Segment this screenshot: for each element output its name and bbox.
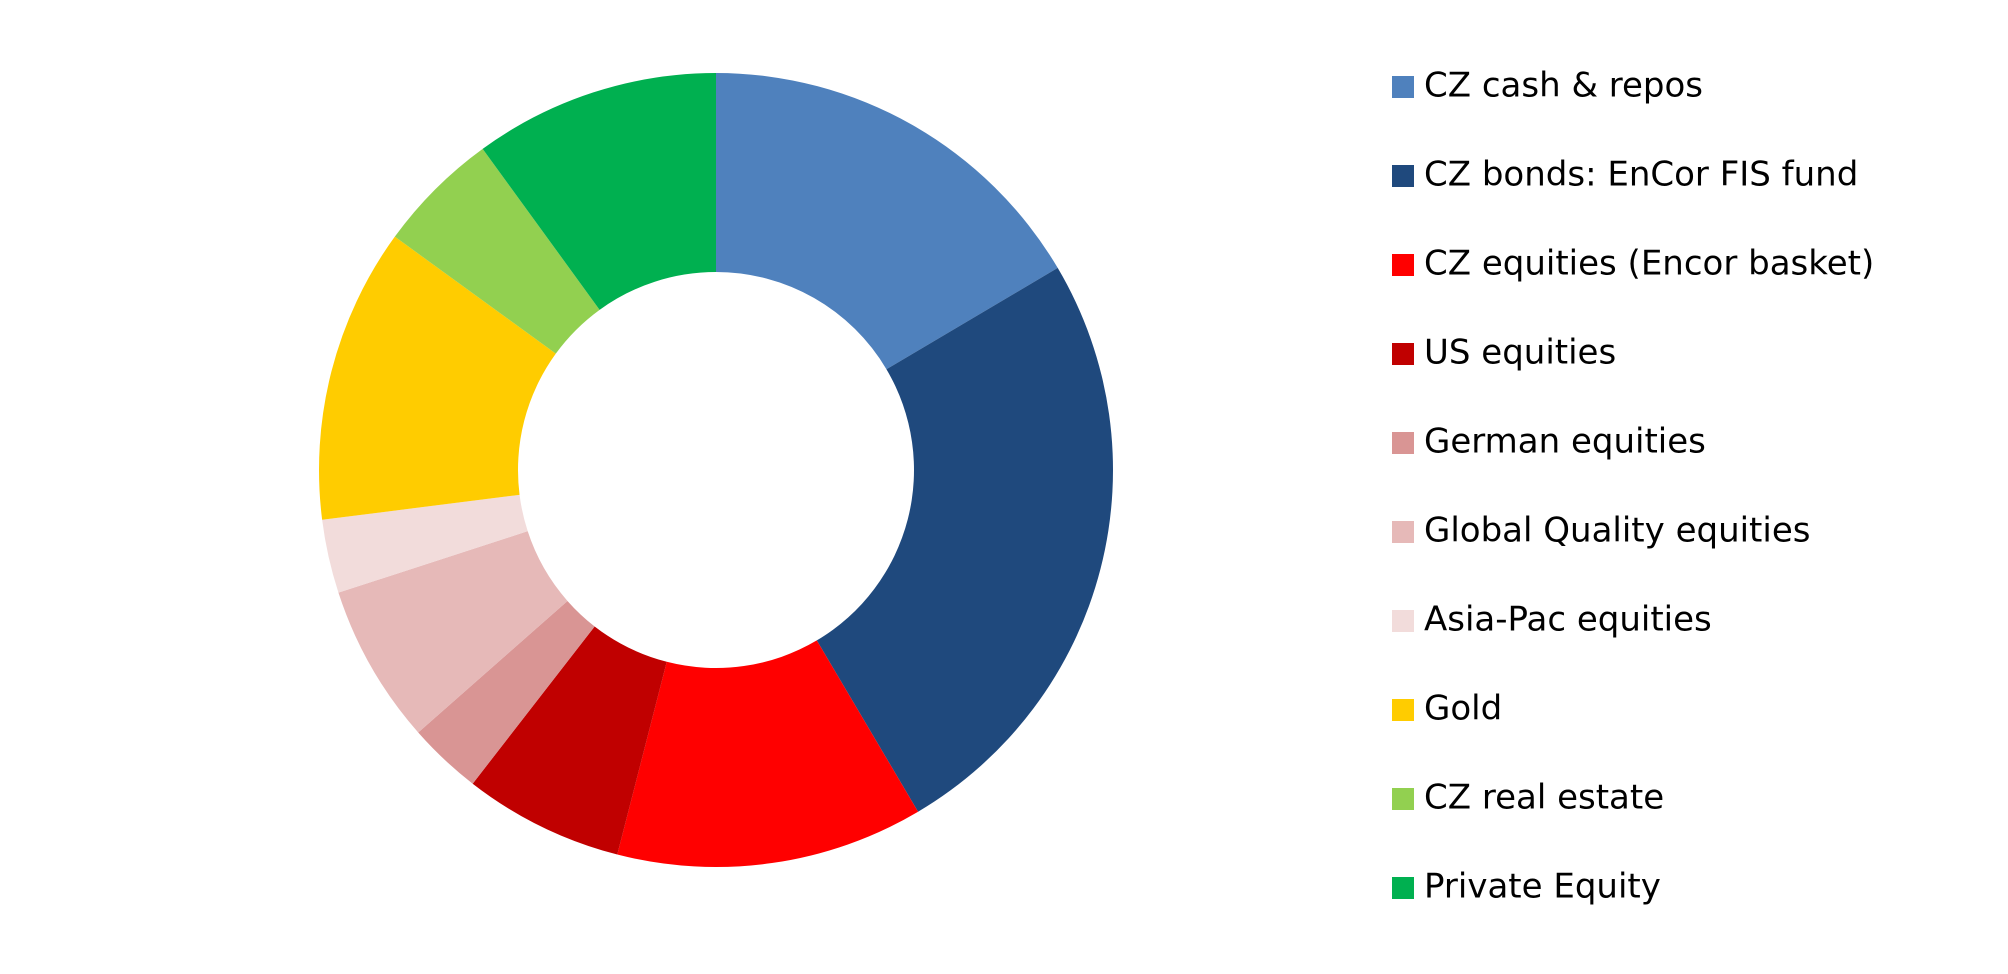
legend-swatch	[1392, 788, 1414, 810]
legend-label: US equities	[1424, 333, 1616, 373]
legend-label: Global Quality equities	[1424, 511, 1810, 551]
legend-label: Gold	[1424, 689, 1502, 729]
legend-swatch	[1392, 877, 1414, 899]
legend-swatch	[1392, 254, 1414, 276]
legend-swatch	[1392, 521, 1414, 543]
legend-label: CZ equities (Encor basket)	[1424, 244, 1874, 284]
donut-slice	[482, 73, 716, 310]
legend-swatch	[1392, 76, 1414, 98]
donut-slice	[394, 148, 600, 354]
legend-label: Asia-Pac equities	[1424, 600, 1712, 640]
legend-swatch	[1392, 699, 1414, 721]
donut-slice	[338, 531, 568, 733]
donut-slice	[318, 236, 556, 520]
donut-slice	[472, 626, 667, 855]
legend-swatch	[1392, 610, 1414, 632]
legend-label: Private Equity	[1424, 867, 1661, 907]
legend-swatch	[1392, 165, 1414, 187]
donut-slice	[418, 600, 595, 784]
donut-slice	[716, 73, 1058, 370]
legend-swatch	[1392, 432, 1414, 454]
legend-swatch	[1392, 343, 1414, 365]
donut-slice	[617, 640, 919, 868]
legend-label: CZ real estate	[1424, 778, 1664, 818]
donut-slice	[322, 494, 528, 593]
legend-label: CZ bonds: EnCor FIS fund	[1424, 155, 1858, 195]
legend-label: German equities	[1424, 422, 1706, 462]
donut-slice	[816, 267, 1113, 812]
legend-label: CZ cash & repos	[1424, 66, 1703, 106]
